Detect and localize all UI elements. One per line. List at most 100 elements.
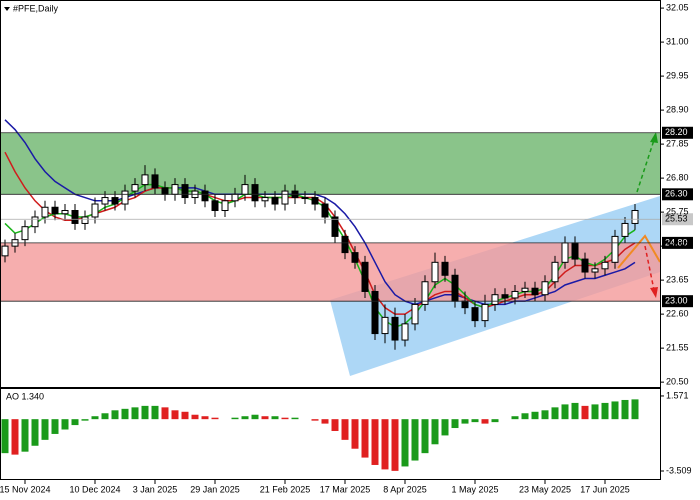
ao-bar [451,419,459,429]
levels: 28.20 26.30 25.53 24.80 23.00 [0,126,693,308]
candle-body [71,210,79,224]
x-tick-label: 23 May 2025 [519,484,571,494]
moving-average [4,183,636,328]
ao-panel: 1.571 -3.509 [1,390,692,475]
candle-body [461,300,469,309]
level-marker [662,236,693,249]
ao-bar [281,417,289,420]
ao-bar [431,419,439,445]
ao-bar [551,407,559,420]
ao-bar [111,410,119,420]
candle-body [81,216,89,224]
level-label: 25.53 [665,214,688,224]
ao-bar [631,399,639,420]
candle-body [401,323,409,341]
candle-body [161,187,169,195]
zone [0,242,660,302]
ao-bar [101,413,109,420]
candle-body [181,184,189,199]
ao-bar [11,419,19,455]
candle-body [241,184,249,195]
x-tick-label: 8 Apr 2025 [383,484,427,494]
candle-body [501,294,509,299]
y-tick-label: 23.65 [666,275,689,285]
moving-average [4,151,636,315]
candle-body [541,281,549,296]
candle-body [361,261,369,292]
candle-body [351,252,359,263]
ao-bar [621,399,629,420]
candle-body [21,226,29,241]
ao-bar [51,419,59,434]
candle-body [481,303,489,322]
candle-body [561,242,569,263]
ao-bar [571,402,579,420]
candle-body [331,216,339,237]
candle-body [251,184,259,202]
candle-body [121,190,129,205]
ao-bar [521,413,529,420]
candle-body [171,184,179,195]
ao-bar [351,419,359,449]
y-tick-label: 21.55 [666,343,689,353]
candle-body [551,261,559,283]
ao-bar [421,419,429,454]
y-tick-label: 20.50 [666,377,689,387]
ao-bar [381,419,389,470]
ao-bar [541,410,549,420]
ao-tick-label: 1.571 [666,390,689,400]
ao-bar [441,419,449,436]
candle-body [391,316,399,341]
zone [0,132,660,195]
arrowhead-up [650,132,658,143]
ao-bar [461,419,469,424]
candle-body [211,200,219,212]
ao-bar [581,405,589,420]
projection-line [617,234,661,269]
ao-title: AO 1.340 [6,391,44,401]
ao-bar [121,408,129,420]
x-tick-label: 3 Jan 2025 [133,484,178,494]
candle-body [271,197,279,205]
candle-body [411,303,419,325]
candle-body [431,261,439,283]
candle-body [381,316,389,335]
candle-body [301,197,309,200]
ao-panel-border [0,388,661,480]
x-tick-label: 29 Jan 2025 [190,484,240,494]
candle-body [101,197,109,205]
x-tick-label: 15 Nov 2024 [0,484,51,494]
candle-body [591,268,599,273]
ao-bar [131,407,139,420]
x-tick-label: 17 Jun 2025 [580,484,630,494]
candle-body [221,200,229,212]
candle-body [141,174,149,186]
x-tick-label: 17 Mar 2025 [320,484,371,494]
ao-bar [481,419,489,424]
ao-bar [81,419,89,421]
candle-body [611,235,619,263]
x-tick-label: 10 Dec 2024 [69,484,120,494]
candle-body [471,307,479,322]
symbol-icon [4,7,10,11]
ao-bar [231,417,239,420]
level-label: 23.00 [665,296,688,306]
ao-bar [401,419,409,467]
level-marker [662,295,693,308]
candle-body [621,222,629,237]
level-marker [662,126,693,139]
ao-bar [201,416,209,420]
candle-body [421,281,429,305]
ao-bar [511,416,519,420]
level-label: 24.80 [665,237,688,247]
ao-bar [601,402,609,420]
candle-body [201,190,209,202]
ao-bar [491,419,499,423]
candle-body [571,242,579,260]
main-panel-border [0,0,661,388]
moving-averages [4,119,636,328]
candle-body [61,210,69,215]
x-tick-label: 1 May 2025 [451,484,498,494]
zones [0,132,660,302]
